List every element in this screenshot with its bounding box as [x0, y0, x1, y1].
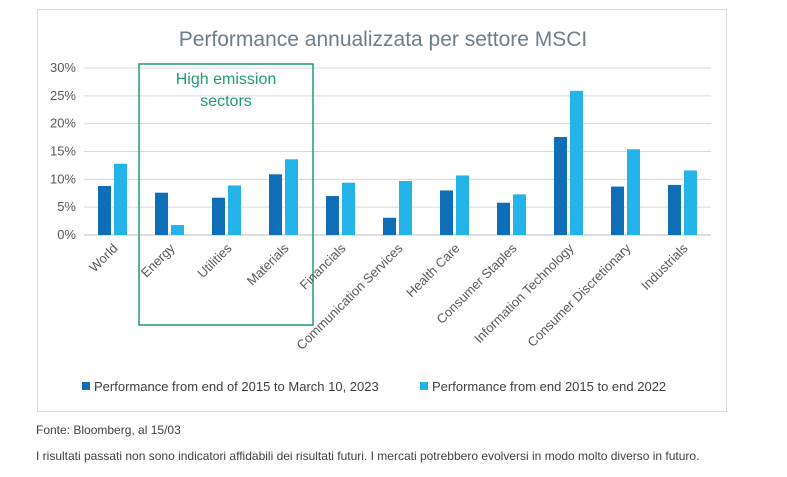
annotation-line1: High emission: [176, 71, 276, 88]
bar-series1: [98, 186, 111, 235]
x-tick-label: Information Technology: [471, 240, 577, 346]
x-tick-label: Communication Services: [293, 240, 406, 353]
y-tick-label: 30%: [50, 60, 76, 75]
bar-series1: [440, 190, 453, 235]
bar-series1: [611, 186, 624, 235]
bar-series2: [285, 159, 298, 235]
disclaimer: I risultati passati non sono indicatori …: [36, 449, 700, 463]
chart-title: Performance annualizzata per settore MSC…: [179, 28, 588, 51]
x-tick-label: World: [86, 241, 120, 275]
y-tick-label: 0%: [57, 227, 76, 242]
bar-series2: [513, 194, 526, 235]
annotation-line2: sectors: [200, 93, 252, 110]
legend-label: Performance from end 2015 to end 2022: [432, 379, 666, 394]
bar-series1: [212, 197, 225, 235]
x-tick-label: Health Care: [403, 241, 463, 301]
bar-series2: [684, 170, 697, 235]
bar-series1: [326, 196, 339, 235]
bar-series1: [668, 184, 681, 235]
chart-area: Performance annualizzata per settore MSC…: [50, 28, 711, 394]
bar-series2: [228, 185, 241, 235]
bar-series2: [570, 90, 583, 235]
y-tick-label: 15%: [50, 144, 76, 159]
legend-label: Performance from end of 2015 to March 10…: [94, 379, 379, 394]
chart-frame: Performance annualizzata per settore MSC…: [37, 9, 727, 412]
bar-series2: [342, 182, 355, 235]
x-tick-label: Consumer Discretionary: [524, 240, 634, 350]
bar-series2: [114, 163, 127, 235]
x-tick-label: Financials: [297, 240, 349, 292]
bar-series1: [269, 174, 282, 235]
legend-swatch: [420, 382, 428, 390]
y-tick-label: 25%: [50, 88, 76, 103]
y-tick-label: 5%: [57, 199, 76, 214]
x-tick-label: Energy: [138, 240, 178, 280]
bar-series1: [383, 217, 396, 235]
x-tick-label: Utilities: [194, 240, 235, 281]
bar-series1: [497, 202, 510, 235]
bar-series1: [554, 137, 567, 235]
bar-series2: [171, 224, 184, 235]
bar-series1: [155, 192, 168, 235]
bar-series2: [456, 175, 469, 235]
bar-series2: [627, 149, 640, 235]
high-emission-box: [138, 63, 314, 326]
bar-series2: [399, 181, 412, 235]
legend-swatch: [82, 382, 90, 390]
x-tick-label: Materials: [244, 240, 292, 288]
source-note: Fonte: Bloomberg, al 15/03: [36, 423, 181, 437]
x-tick-label: Industrials: [638, 240, 691, 293]
y-tick-label: 20%: [50, 116, 76, 131]
y-tick-label: 10%: [50, 171, 76, 186]
